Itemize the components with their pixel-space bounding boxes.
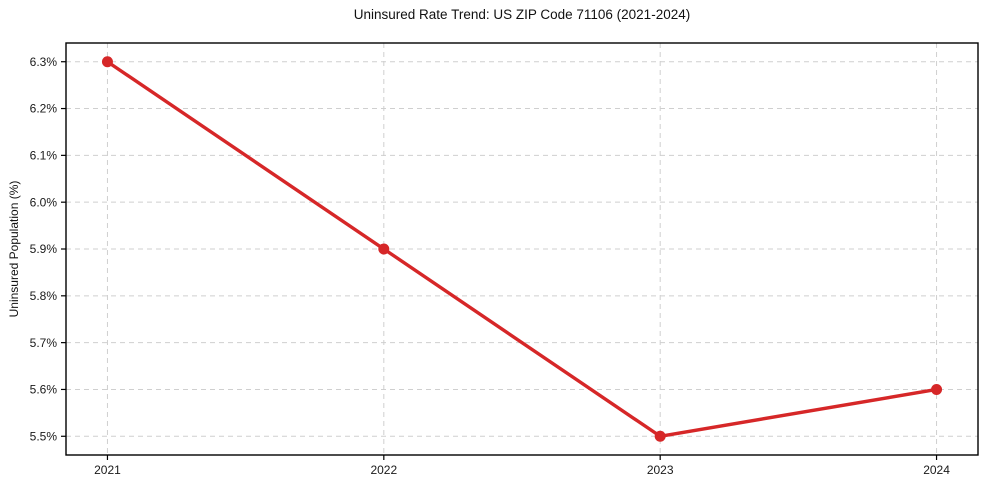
data-point-2022	[378, 243, 390, 255]
x-tick-label: 2022	[370, 463, 397, 477]
x-tick-label: 2024	[923, 463, 950, 477]
x-tick-label: 2023	[647, 463, 674, 477]
x-tick-label: 2021	[94, 463, 121, 477]
y-tick-label: 6.1%	[30, 149, 58, 163]
y-tick-label: 6.2%	[30, 102, 58, 116]
y-tick-label: 5.5%	[30, 429, 58, 443]
data-point-2024	[931, 383, 943, 395]
y-tick-label: 5.8%	[30, 289, 58, 303]
y-tick-label: 5.7%	[30, 336, 58, 350]
y-tick-label: 5.9%	[30, 242, 58, 256]
trend-line	[105, 60, 939, 438]
y-tick-label: 6.0%	[30, 195, 58, 209]
y-tick-label: 6.3%	[30, 55, 58, 69]
data-point-2023	[654, 430, 666, 442]
chart-title: Uninsured Rate Trend: US ZIP Code 71106 …	[353, 7, 691, 22]
y-tick-label: 5.6%	[30, 383, 58, 397]
data-point-2021	[101, 56, 113, 68]
